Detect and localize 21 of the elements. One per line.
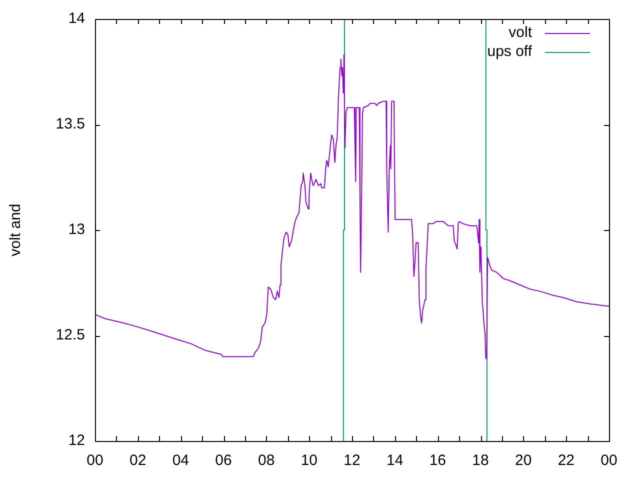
- x-tick-label: 18: [472, 452, 489, 470]
- x-tick-label: 14: [386, 452, 404, 470]
- x-tick-label: 12: [344, 452, 360, 470]
- legend-label: volt: [508, 24, 533, 42]
- x-tick-label: 22: [558, 452, 575, 470]
- y-tick-label: 13: [68, 221, 85, 238]
- legend-label: ups off: [487, 43, 533, 60]
- x-tick-label: 04: [172, 452, 190, 470]
- y-tick-label: 13.5: [56, 116, 85, 133]
- y-axis-title: volt and: [7, 204, 24, 256]
- x-tick-label: 02: [129, 452, 146, 470]
- x-tick-label: 06: [215, 452, 232, 470]
- x-tick-label: 10: [300, 452, 318, 470]
- y-tick-label: 12: [68, 432, 85, 450]
- x-tick-label: 00: [600, 452, 618, 470]
- x-tick-label: 20: [514, 452, 532, 470]
- y-tick-label: 12.5: [56, 326, 85, 344]
- y-tick-label: 14: [68, 10, 85, 28]
- x-tick-label: 16: [429, 452, 446, 470]
- x-tick-label: 08: [258, 452, 275, 470]
- x-tick-label: 00: [86, 452, 104, 470]
